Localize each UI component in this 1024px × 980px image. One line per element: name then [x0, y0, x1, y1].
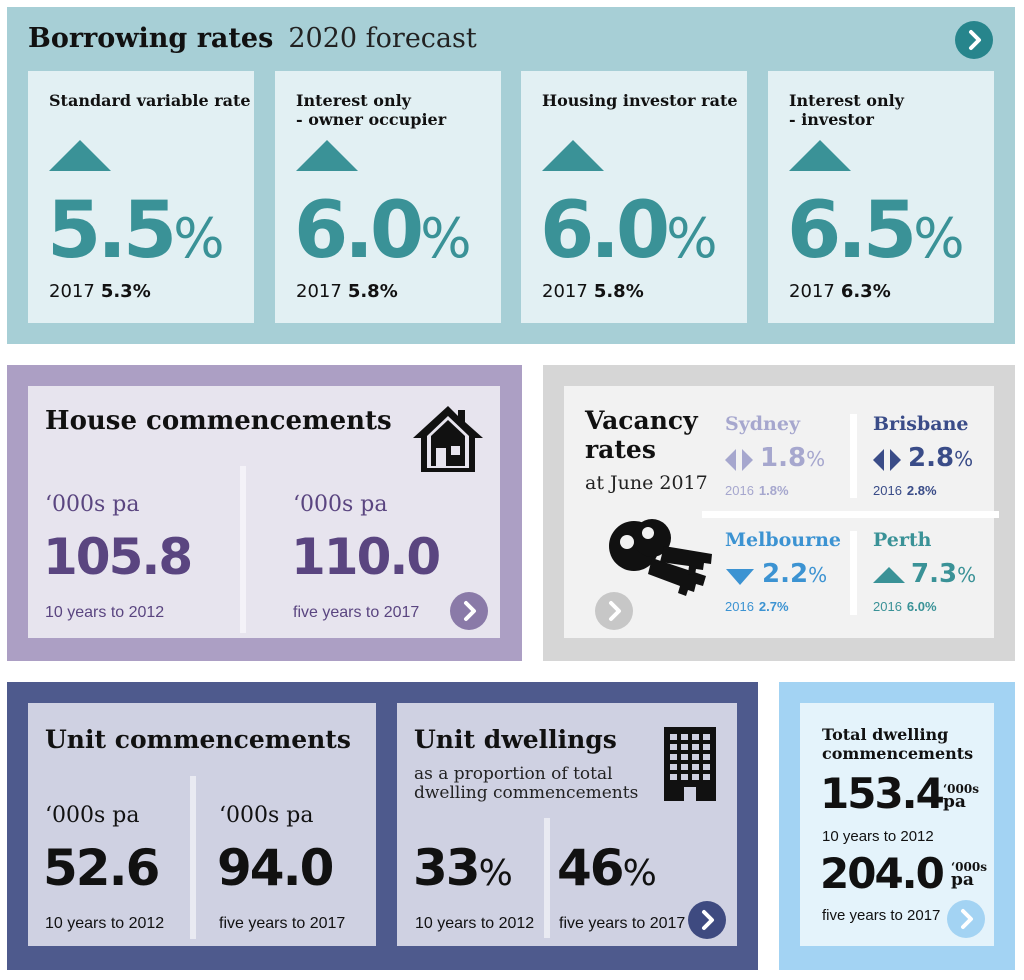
vacancy-title: Vacancy rates [585, 406, 698, 464]
divider [544, 818, 550, 938]
dwellings-title: Unit dwellings [414, 725, 617, 754]
city-prev-brisbane: 2016 2.8% [873, 483, 937, 498]
rate-value: 5.5% [47, 186, 225, 276]
chevron-right-icon[interactable] [688, 901, 726, 939]
dwellings-value-right: 46% [557, 839, 657, 897]
rate-value: 6.5% [787, 186, 965, 276]
dwellings-period-right: five years to 2017 [559, 915, 686, 932]
vacancy-rates-section: Vacancy rates at June 2017 Sydney [543, 365, 1015, 661]
triangle-up-icon [296, 140, 358, 171]
unit-section: Unit commencements ‘000s pa 52.6 10 year… [7, 682, 758, 970]
total-period-first: 10 years to 2012 [822, 828, 934, 845]
triangle-up-icon [542, 140, 604, 171]
rate-value: 6.0% [540, 186, 718, 276]
building-icon [664, 727, 716, 805]
rate-previous: 2017 5.8% [296, 281, 398, 302]
triangle-up-icon [49, 140, 111, 171]
rate-card-standard-variable: Standard variable rate 5.5% 2017 5.3% [28, 71, 254, 323]
unit-unit-right: ‘000s pa [219, 803, 314, 828]
dwellings-subtitle: as a proportion of total dwelling commenc… [414, 764, 639, 803]
keys-icon [608, 516, 718, 610]
total-period-second: five years to 2017 [822, 907, 941, 924]
house-period-left: 10 years to 2012 [45, 604, 165, 621]
total-dwelling-section: Total dwelling commencements 153.4 ‘000s p… [779, 682, 1015, 970]
diamond-arrows-icon [725, 449, 753, 475]
borrowing-subtitle: 2020 forecast [288, 23, 477, 54]
unit-period-left: 10 years to 2012 [45, 915, 165, 932]
city-value-melbourne: 2.2% [762, 559, 828, 589]
total-card: Total dwelling commencements 153.4 ‘000s p… [800, 703, 994, 946]
unit-unit-left: ‘000s pa [45, 803, 140, 828]
chevron-right-icon[interactable] [955, 21, 993, 59]
divider [240, 466, 246, 633]
unit-value-left: 52.6 [43, 839, 160, 897]
triangle-down-icon [726, 569, 754, 589]
rate-card-title: Housing investor rate [542, 91, 738, 110]
total-unit-first: ‘000s pa [943, 782, 979, 812]
triangle-up-icon [873, 567, 905, 587]
rate-card-title: Standard variable rate [49, 91, 251, 110]
dwellings-period-left: 10 years to 2012 [415, 915, 535, 932]
city-name-brisbane: Brisbane [873, 413, 969, 435]
divider [190, 776, 196, 939]
house-unit-left: ‘000s pa [45, 492, 140, 517]
city-value-perth: 7.3% [911, 559, 977, 589]
rate-previous: 2017 5.8% [542, 281, 644, 302]
rate-value: 6.0% [294, 186, 472, 276]
diamond-arrows-icon [873, 449, 901, 475]
vacancy-card: Vacancy rates at June 2017 Sydney [564, 386, 999, 638]
rate-card-interest-only-investor: Interest only - investor 6.5% 2017 6.3% [768, 71, 994, 323]
rate-card-housing-investor: Housing investor rate 6.0% 2017 5.8% [521, 71, 747, 323]
chevron-right-icon[interactable] [595, 592, 633, 630]
city-prev-perth: 2016 6.0% [873, 599, 937, 614]
dwellings-value-left: 33% [413, 839, 513, 897]
total-value-second: 204.0 [820, 849, 945, 898]
house-title: House commencements [45, 406, 392, 436]
unit-dwellings-card: Unit dwellings as a proportion of total d… [397, 703, 737, 946]
total-value-first: 153.4 [820, 769, 945, 818]
rate-card-title: Interest only - investor [789, 91, 904, 129]
borrowing-header: Borrowing rates 2020 forecast [28, 23, 477, 54]
rate-previous: 2017 6.3% [789, 281, 891, 302]
rate-card-title: Interest only - owner occupier [296, 91, 447, 129]
house-commencements-section: House commencements ‘000s pa 105.8 10 ye… [7, 365, 522, 661]
unit-value-right: 94.0 [217, 839, 334, 897]
total-title: Total dwelling commencements [822, 725, 974, 763]
house-card: House commencements ‘000s pa 105.8 10 ye… [28, 386, 500, 638]
house-period-right: five years to 2017 [293, 604, 420, 621]
unit-period-right: five years to 2017 [219, 915, 346, 932]
city-prev-sydney: 2016 1.8% [725, 483, 789, 498]
divider [850, 531, 857, 615]
triangle-up-icon [789, 140, 851, 171]
borrowing-rates-section: Borrowing rates 2020 forecast Standard v… [7, 7, 1015, 344]
borrowing-title: Borrowing rates [28, 23, 274, 54]
city-name-melbourne: Melbourne [725, 529, 842, 551]
city-prev-melbourne: 2016 2.7% [725, 599, 789, 614]
total-unit-second: ‘000s pa [951, 860, 987, 890]
house-unit-right: ‘000s pa [293, 492, 388, 517]
house-value-left: 105.8 [43, 528, 193, 586]
chevron-right-icon[interactable] [450, 592, 488, 630]
city-name-sydney: Sydney [725, 413, 800, 435]
house-value-right: 110.0 [291, 528, 441, 586]
city-value-sydney: 1.8% [760, 443, 826, 473]
city-value-brisbane: 2.8% [908, 443, 974, 473]
unit-commencements-card: Unit commencements ‘000s pa 52.6 10 year… [28, 703, 376, 946]
divider [850, 414, 857, 498]
unit-title: Unit commencements [45, 725, 351, 754]
rate-card-interest-only-owner: Interest only - owner occupier 6.0% 2017 5… [275, 71, 501, 323]
vacancy-subtitle: at June 2017 [585, 472, 708, 494]
divider [702, 511, 999, 518]
city-name-perth: Perth [873, 529, 932, 551]
chevron-right-icon[interactable] [947, 900, 985, 938]
house-icon [409, 402, 487, 478]
rate-previous: 2017 5.3% [49, 281, 151, 302]
